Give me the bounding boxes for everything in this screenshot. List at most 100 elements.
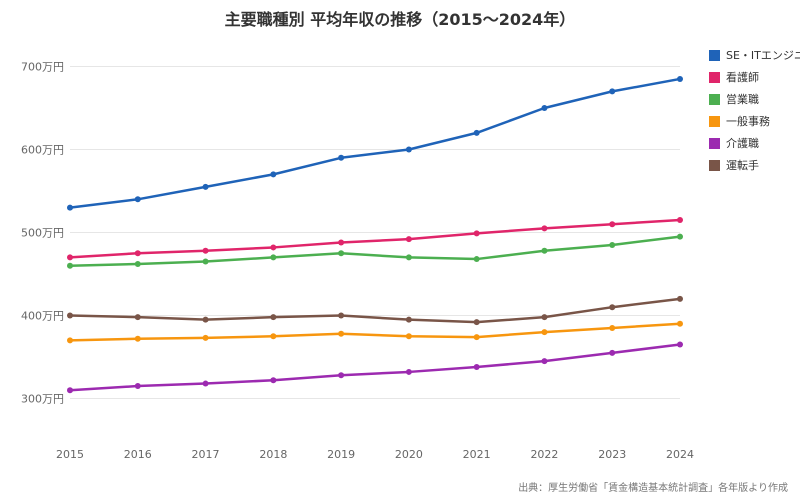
- data-point: [67, 387, 73, 394]
- data-point: [405, 316, 412, 323]
- data-point: [67, 204, 73, 211]
- data-point: [473, 230, 480, 237]
- data-point: [541, 105, 548, 111]
- legend-label: 営業職: [726, 92, 759, 106]
- series-0: [67, 75, 683, 211]
- y-tick-label: 500万円: [21, 227, 64, 240]
- x-tick-label: 2017: [192, 448, 220, 461]
- series-line: [68, 297, 682, 324]
- series-2: [67, 233, 683, 269]
- legend-swatch: [709, 94, 720, 105]
- legend-item: 営業職: [709, 92, 759, 106]
- data-point: [473, 363, 480, 370]
- legend-label: SE・ITエンジニア: [726, 49, 800, 62]
- legend-item: SE・ITエンジニア: [709, 49, 800, 62]
- data-point: [202, 247, 209, 254]
- data-point: [473, 256, 480, 263]
- series-line: [68, 343, 682, 392]
- chart-title: 主要職種別 平均年収の推移（2015〜2024年）: [225, 10, 576, 29]
- legend-item: 介護職: [709, 136, 759, 150]
- x-tick-label: 2020: [395, 448, 423, 461]
- data-point: [405, 146, 412, 153]
- gridlines: [70, 66, 680, 399]
- legend-label: 介護職: [726, 136, 759, 150]
- data-point: [202, 183, 209, 190]
- data-point: [338, 312, 345, 319]
- data-point: [134, 261, 141, 268]
- series-line: [68, 322, 682, 342]
- data-point: [270, 244, 277, 251]
- data-point: [134, 196, 141, 203]
- y-tick-label: 400万円: [21, 310, 64, 323]
- data-point: [609, 241, 616, 248]
- data-point: [609, 88, 616, 95]
- data-point: [473, 129, 480, 136]
- series-4: [67, 341, 683, 394]
- series-1: [67, 217, 683, 261]
- data-point: [405, 254, 412, 261]
- y-tick-label: 300万円: [21, 393, 64, 406]
- data-point: [541, 247, 548, 254]
- x-tick-label: 2016: [124, 448, 152, 461]
- legend-swatch: [709, 160, 720, 171]
- data-point: [67, 312, 73, 319]
- x-tick-label: 2023: [598, 448, 626, 461]
- data-point: [202, 258, 209, 265]
- x-axis-ticks: 2015 2016 2017 2018 2019 2020 2021 2022 2023 2024: [56, 448, 694, 461]
- x-tick-label: 2021: [463, 448, 491, 461]
- data-point: [541, 329, 548, 336]
- data-point: [677, 217, 683, 224]
- data-point: [677, 295, 683, 302]
- data-point: [405, 236, 412, 243]
- data-point: [134, 383, 141, 390]
- data-point: [541, 314, 548, 321]
- data-point: [473, 319, 480, 326]
- data-point: [202, 334, 209, 341]
- data-point: [134, 335, 141, 342]
- data-point: [609, 324, 616, 331]
- data-point: [270, 333, 277, 340]
- data-point: [67, 262, 73, 269]
- legend-item: 一般事務: [709, 114, 770, 128]
- data-point: [338, 154, 345, 161]
- x-tick-label: 2024: [666, 448, 694, 461]
- x-tick-label: 2019: [327, 448, 355, 461]
- series-line: [68, 77, 682, 209]
- legend-label: 運転手: [726, 158, 759, 172]
- data-point: [134, 250, 141, 257]
- y-axis-ticks: 300万円 400万円 500万円 600万円 700万円: [21, 61, 64, 406]
- data-point: [67, 337, 73, 344]
- legend-swatch: [709, 116, 720, 127]
- data-point: [473, 334, 480, 341]
- series-line: [68, 235, 682, 267]
- series-3: [67, 320, 683, 344]
- data-point: [677, 75, 683, 82]
- series-lines: [67, 75, 683, 394]
- legend-swatch: [709, 50, 720, 61]
- legend: SE・ITエンジニア看護師営業職一般事務介護職運転手: [709, 49, 800, 172]
- x-tick-label: 2018: [259, 448, 287, 461]
- data-point: [677, 320, 683, 327]
- data-point: [541, 225, 548, 232]
- data-point: [609, 349, 616, 356]
- legend-swatch: [709, 138, 720, 149]
- data-point: [541, 358, 548, 365]
- legend-swatch: [709, 72, 720, 83]
- legend-item: 運転手: [709, 158, 759, 172]
- series-line: [68, 218, 682, 259]
- legend-label: 看護師: [726, 70, 759, 84]
- data-point: [270, 377, 277, 384]
- y-tick-label: 600万円: [21, 144, 64, 157]
- legend-label: 一般事務: [726, 114, 770, 128]
- data-point: [677, 341, 683, 348]
- data-point: [609, 304, 616, 311]
- data-point: [202, 380, 209, 387]
- x-tick-label: 2022: [530, 448, 558, 461]
- y-tick-label: 700万円: [21, 61, 64, 74]
- series-5: [67, 295, 683, 326]
- data-point: [270, 254, 277, 261]
- data-point: [67, 254, 73, 261]
- data-point: [338, 330, 345, 337]
- data-point: [338, 372, 345, 379]
